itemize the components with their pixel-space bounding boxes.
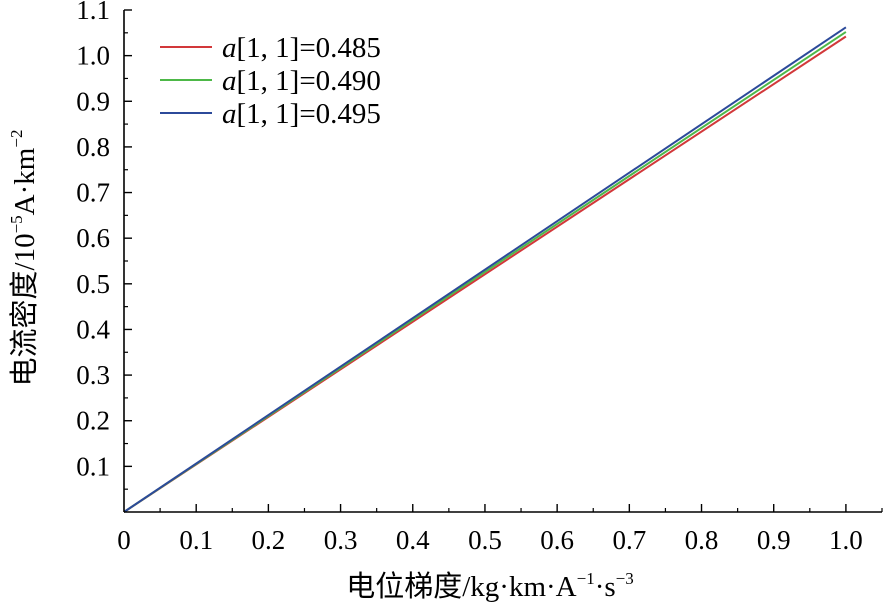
x-tick-label: 0.7 xyxy=(612,525,646,555)
y-tick-label: 0.1 xyxy=(76,451,110,481)
x-axis-label-sup2: −3 xyxy=(616,569,634,588)
x-tick-label: 0.8 xyxy=(685,525,719,555)
y-axis-label: 电流密度/10−5A·km−2 xyxy=(7,130,41,387)
y-tick-label: 0.7 xyxy=(76,178,110,208)
x-tick-label: 0.1 xyxy=(179,525,213,555)
y-tick-label: 0.3 xyxy=(76,360,110,390)
x-tick-label: 1.0 xyxy=(829,525,863,555)
x-ticks: 0 0.1 0.2 0.3 0.4 0.5 0.6 0.7 0.8 0.9 1.0 xyxy=(117,504,883,555)
x-axis-label-main: 电位梯度/kg·km·A xyxy=(346,570,576,603)
y-tick-label: 0.6 xyxy=(76,223,110,253)
y-axis-label-sup2: −2 xyxy=(7,130,26,148)
legend-label-2: a[1, 1]=0.490 xyxy=(222,65,381,97)
y-tick-label: 0.9 xyxy=(76,86,110,116)
series-line-3 xyxy=(123,26,847,513)
y-ticks: 0.1 0.2 0.3 0.4 0.5 0.6 0.7 0.8 0.9 1.0 1.1 xyxy=(76,0,132,490)
x-axis-label-mid: ·s xyxy=(595,571,616,603)
x-axis-label: 电位梯度/kg·km·A−1·s−3 xyxy=(346,569,634,603)
x-tick-label: 0.2 xyxy=(252,525,286,555)
y-tick-label: 1.0 xyxy=(76,41,110,71)
y-tick-label: 0.5 xyxy=(76,269,110,299)
legend-label-rest: [1, 1]=0.490 xyxy=(237,65,381,97)
legend-label-italic: a xyxy=(222,98,237,130)
x-tick-label: 0.9 xyxy=(757,525,791,555)
y-tick-label: 0.8 xyxy=(76,132,110,162)
x-tick-label: 0 xyxy=(117,525,131,555)
y-axis-label-main: 电流密度/10 xyxy=(8,233,41,386)
x-tick-label: 0.6 xyxy=(540,525,574,555)
legend-label-1: a[1, 1]=0.485 xyxy=(222,32,381,64)
legend-label-rest: [1, 1]=0.495 xyxy=(237,98,381,130)
x-axis-label-sup1: −1 xyxy=(577,569,595,588)
x-tick-label: 0.4 xyxy=(396,525,430,555)
x-tick-label: 0.5 xyxy=(468,525,502,555)
y-tick-label: 1.1 xyxy=(76,0,110,25)
legend-label-italic: a xyxy=(222,65,237,97)
legend-label-rest: [1, 1]=0.485 xyxy=(237,32,381,64)
legend-label-italic: a xyxy=(222,32,237,64)
y-axis-label-mid: A·km xyxy=(9,147,41,215)
series-layer xyxy=(123,26,847,513)
x-tick-label: 0.3 xyxy=(324,525,358,555)
legend-label-3: a[1, 1]=0.495 xyxy=(222,98,381,130)
y-axis-label-sup1: −5 xyxy=(7,215,26,233)
y-tick-label: 0.2 xyxy=(76,406,110,436)
y-tick-label: 0.4 xyxy=(76,314,110,344)
